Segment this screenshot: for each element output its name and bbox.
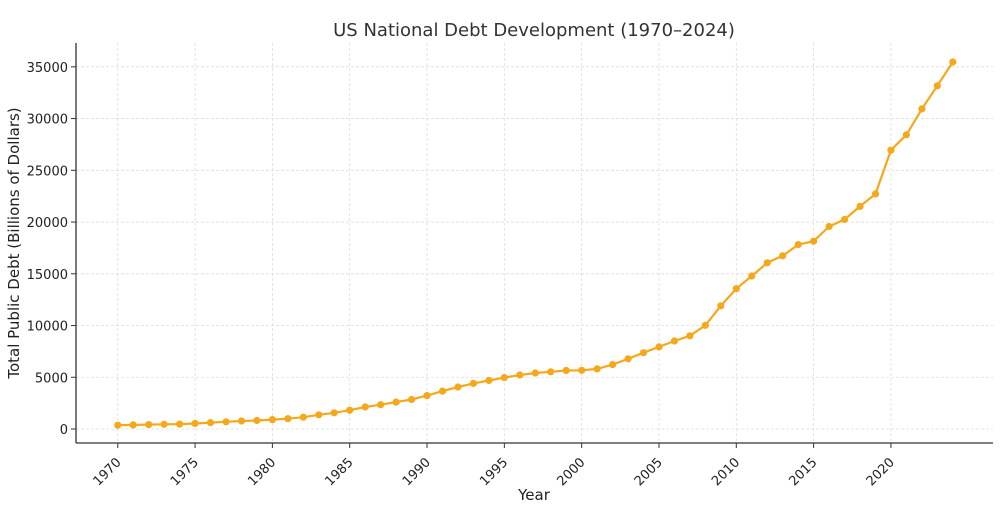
data-point	[933, 82, 941, 90]
data-point	[763, 259, 771, 267]
x-tick-label: 1995	[477, 455, 511, 489]
data-point	[794, 241, 802, 249]
data-point	[748, 272, 756, 280]
data-point	[176, 420, 184, 428]
data-point	[361, 403, 369, 411]
data-point	[500, 374, 508, 382]
y-tick-label: 5000	[35, 371, 68, 386]
data-point	[686, 332, 694, 340]
y-tick-label: 25000	[27, 164, 68, 179]
data-point	[237, 417, 246, 425]
data-point	[531, 369, 539, 377]
x-tick-label: 1990	[400, 455, 434, 489]
data-point	[871, 190, 880, 198]
data-point	[160, 420, 168, 428]
data-point	[222, 418, 230, 426]
x-tick-label: 1970	[91, 455, 125, 489]
data-point	[562, 366, 570, 375]
y-tick-label: 20000	[27, 216, 68, 231]
data-point	[408, 395, 416, 404]
data-point	[129, 421, 137, 429]
data-point	[887, 146, 895, 154]
data-point	[732, 285, 740, 293]
y-axis-label: Total Public Debt (Billions of Dollars)	[5, 107, 23, 379]
axes	[75, 43, 993, 444]
data-point	[485, 376, 493, 385]
data-point	[454, 383, 462, 391]
data-point	[469, 379, 477, 387]
x-tick-label: 1985	[323, 455, 357, 489]
data-point	[145, 421, 153, 429]
data-point	[114, 421, 122, 429]
series	[114, 58, 957, 429]
data-point	[284, 415, 292, 423]
y-tick-label: 30000	[27, 113, 68, 128]
data-point	[191, 419, 199, 428]
data-point	[949, 58, 957, 66]
y-ticks: 0 5000 10000 15000 20000 25000 30000 35000	[27, 61, 76, 438]
x-tick-label: 1980	[245, 455, 279, 489]
data-point	[593, 365, 601, 373]
chart-title: US National Debt Development (1970–2024)	[333, 20, 735, 41]
data-point	[609, 361, 617, 369]
data-point	[330, 409, 338, 417]
data-point	[670, 337, 679, 345]
data-point	[701, 321, 710, 329]
data-point	[655, 343, 663, 351]
data-point	[438, 387, 447, 395]
x-tick-label: 2015	[786, 455, 820, 489]
data-point	[825, 222, 833, 231]
x-axis-label: Year	[517, 486, 551, 504]
x-tick-label: 2005	[632, 455, 666, 489]
data-point	[810, 237, 818, 245]
data-point	[253, 416, 261, 425]
x-tick-label: 2010	[709, 455, 743, 489]
data-point	[717, 302, 725, 310]
data-point	[578, 366, 586, 374]
x-ticks: 1970 1975 1980 1985 1990 1995 2000 2005 2010 2015…	[91, 443, 898, 489]
x-tick-label: 1975	[168, 455, 202, 489]
data-point	[315, 411, 323, 419]
data-point	[392, 398, 400, 406]
x-tick-label: 2000	[554, 455, 588, 489]
data-point	[346, 406, 354, 414]
data-point	[206, 419, 215, 427]
data-point	[918, 105, 926, 113]
data-point	[840, 215, 849, 224]
data-point	[423, 392, 431, 400]
data-point	[299, 413, 307, 421]
y-tick-label: 15000	[27, 268, 68, 283]
data-point	[779, 252, 787, 260]
data-point	[624, 355, 632, 363]
data-point	[377, 401, 385, 409]
y-tick-label: 0	[60, 423, 68, 438]
data-point	[547, 368, 555, 376]
data-point	[856, 202, 864, 210]
grid	[76, 43, 993, 443]
data-point	[268, 416, 276, 424]
x-tick-label: 2020	[864, 455, 898, 489]
y-tick-label: 35000	[27, 61, 68, 76]
data-point	[639, 349, 648, 357]
y-tick-label: 10000	[27, 320, 68, 335]
data-point	[516, 371, 524, 379]
data-point	[902, 131, 911, 139]
